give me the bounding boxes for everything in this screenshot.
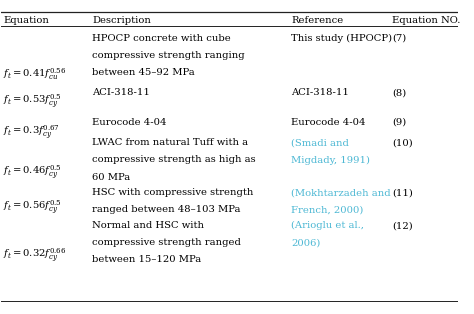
Text: (8): (8): [392, 88, 406, 97]
Text: Equation NO.: Equation NO.: [392, 16, 460, 25]
Text: ACI-318-11: ACI-318-11: [92, 88, 150, 97]
Text: Normal and HSC with: Normal and HSC with: [92, 221, 204, 230]
Text: compressive strength as high as: compressive strength as high as: [92, 155, 256, 165]
Text: Description: Description: [92, 16, 151, 25]
Text: HSC with compressive strength: HSC with compressive strength: [92, 188, 254, 197]
Text: French, 2000): French, 2000): [291, 205, 364, 214]
Text: Reference: Reference: [291, 16, 344, 25]
Text: compressive strength ranging: compressive strength ranging: [92, 51, 245, 60]
Text: $f_t = 0.32f_{cy}^{0.66}$: $f_t = 0.32f_{cy}^{0.66}$: [3, 246, 66, 264]
Text: This study (HPOCP): This study (HPOCP): [291, 34, 392, 43]
Text: $f_t = 0.46f_{cy}^{0.5}$: $f_t = 0.46f_{cy}^{0.5}$: [3, 164, 62, 181]
Text: ACI-318-11: ACI-318-11: [291, 88, 349, 97]
Text: (7): (7): [392, 34, 406, 42]
Text: 60 MPa: 60 MPa: [92, 173, 130, 181]
Text: 2006): 2006): [291, 238, 320, 247]
Text: compressive strength ranged: compressive strength ranged: [92, 238, 241, 247]
Text: $f_t = 0.41f_{cu}^{0.56}$: $f_t = 0.41f_{cu}^{0.56}$: [3, 67, 66, 82]
Text: between 15–120 MPa: between 15–120 MPa: [92, 256, 201, 264]
Text: ranged between 48–103 MPa: ranged between 48–103 MPa: [92, 205, 241, 214]
Text: (11): (11): [392, 188, 413, 197]
Text: LWAC from natural Tuff with a: LWAC from natural Tuff with a: [92, 138, 248, 147]
Text: $f_t = 0.3f_{cy}^{0.67}$: $f_t = 0.3f_{cy}^{0.67}$: [3, 123, 60, 141]
Text: (10): (10): [392, 138, 412, 147]
Text: $f_t = 0.56f_{cy}^{0.5}$: $f_t = 0.56f_{cy}^{0.5}$: [3, 198, 62, 216]
Text: Migdady, 1991): Migdady, 1991): [291, 155, 370, 165]
Text: (Arioglu et al.,: (Arioglu et al.,: [291, 221, 364, 230]
Text: $f_t = 0.53f_{cy}^{0.5}$: $f_t = 0.53f_{cy}^{0.5}$: [3, 92, 62, 110]
Text: HPOCP concrete with cube: HPOCP concrete with cube: [92, 34, 231, 42]
Text: Eurocode 4-04: Eurocode 4-04: [291, 118, 366, 127]
Text: Eurocode 4-04: Eurocode 4-04: [92, 118, 167, 127]
Text: (12): (12): [392, 221, 412, 230]
Text: (Smadi and: (Smadi and: [291, 138, 349, 147]
Text: (9): (9): [392, 118, 406, 127]
Text: (Mokhtarzadeh and: (Mokhtarzadeh and: [291, 188, 391, 197]
Text: between 45–92 MPa: between 45–92 MPa: [92, 68, 195, 77]
Text: Equation: Equation: [3, 16, 49, 25]
